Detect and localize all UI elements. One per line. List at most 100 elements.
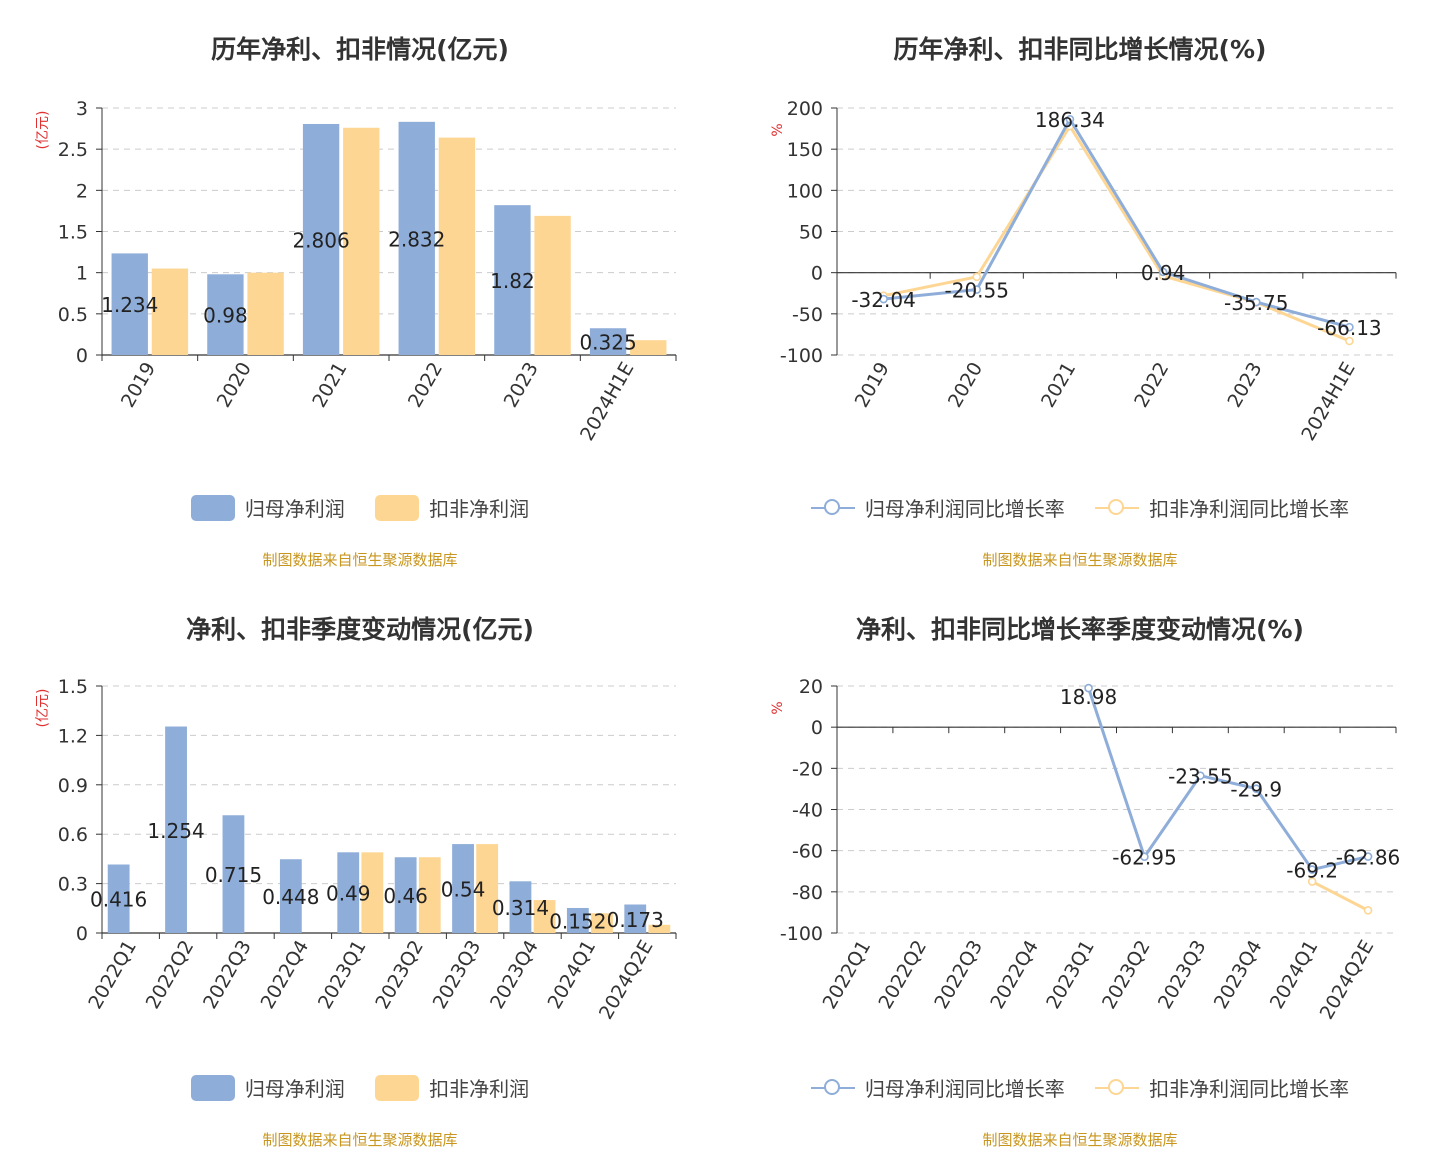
- data-label: 1.234: [101, 293, 158, 317]
- y-tick-label: 1: [76, 263, 88, 285]
- legend: 归母净利润 扣非净利润: [0, 1073, 720, 1102]
- y-tick-label: -40: [792, 800, 823, 822]
- x-tick-label: 2022Q4: [986, 937, 1043, 1013]
- legend-item-deducted-growth[interactable]: 扣非净利润同比增长率: [1095, 1073, 1349, 1102]
- data-label: -23.55: [1168, 765, 1232, 789]
- x-tick-label: 2023Q4: [486, 937, 543, 1013]
- legend-label: 扣非净利润同比增长率: [1149, 497, 1350, 521]
- legend-line-blue: [810, 1075, 855, 1101]
- x-tick-label: 2020: [213, 359, 256, 412]
- bar-net-profit: [302, 123, 340, 356]
- x-tick-label: 2022Q2: [142, 937, 199, 1013]
- y-tick-label: 100: [787, 180, 823, 202]
- bar-deducted-profit: [630, 340, 667, 355]
- point-net-profit-growth: [1084, 683, 1093, 693]
- legend-item-net-profit[interactable]: 归母净利润: [190, 493, 345, 522]
- bar-net-profit: [207, 274, 244, 355]
- x-tick-label: 2020: [944, 359, 987, 412]
- x-tick-label: 2021: [1037, 359, 1080, 412]
- y-tick-label: -100: [780, 923, 823, 945]
- point-net-profit-growth: [1140, 852, 1149, 862]
- y-tick-label: -20: [792, 758, 823, 780]
- legend: 归母净利润同比增长率 扣非净利润同比增长率: [720, 1073, 1440, 1102]
- source-note: 制图数据来自恒生聚源数据库: [982, 551, 1178, 569]
- legend-item-deducted-profit[interactable]: 扣非净利润: [375, 1073, 529, 1102]
- bar-deducted-profit: [418, 857, 441, 933]
- point-net-profit-growth: [879, 294, 888, 304]
- data-label: -29.9: [1230, 778, 1282, 802]
- y-tick-label: 200: [787, 98, 823, 120]
- point-net-profit-growth: [1196, 771, 1205, 780]
- x-tick-label: 2022Q4: [256, 937, 313, 1013]
- y-tick-label: 0.5: [58, 304, 88, 326]
- x-tick-label: 2021: [308, 359, 351, 412]
- data-label: 0.54: [441, 878, 486, 902]
- x-tick-label: 2023Q3: [429, 937, 486, 1013]
- x-tick-label: 2023Q1: [314, 937, 371, 1013]
- chart-panel-quarterly-profit: 净利、扣非季度变动情况(亿元) 0 0.3 0.6 0.9 1.2 1.5 (亿元) 2022…: [0, 580, 720, 1160]
- legend-item-net-profit[interactable]: 归母净利润: [190, 1073, 345, 1102]
- y-tick-label: -80: [792, 882, 823, 904]
- y-axis-unit-label: (亿元): [35, 689, 51, 728]
- bar-net-profit: [222, 815, 245, 933]
- legend-item-deducted-profit[interactable]: 扣非净利润: [375, 493, 529, 522]
- x-tick-label: 2023Q4: [1210, 937, 1267, 1013]
- data-label: -32.04: [851, 288, 915, 312]
- data-label: 0.173: [607, 908, 664, 932]
- point-net-profit-growth: [1363, 852, 1373, 861]
- legend-swatch-orange: [375, 1074, 420, 1101]
- bar-deducted-profit: [361, 852, 384, 933]
- bar-deducted-profit: [343, 127, 380, 355]
- x-tick-label: 2022: [1130, 359, 1173, 412]
- source-note: 制图数据来自恒生聚源数据库: [982, 1131, 1178, 1149]
- y-tick-label: 0: [811, 263, 823, 285]
- bar-deducted-profit: [591, 913, 613, 933]
- source-note: 制图数据来自恒生聚源数据库: [262, 1131, 458, 1149]
- y-tick-label: 20: [799, 676, 823, 698]
- x-tick-label: 2022: [404, 359, 447, 412]
- bar-net-profit: [394, 857, 417, 933]
- bar-deducted-profit: [534, 215, 571, 355]
- point-net-profit-growth: [972, 285, 982, 294]
- data-label: 0.325: [579, 331, 636, 355]
- y-tick-label: 0: [76, 345, 88, 367]
- y-tick-label: 50: [799, 222, 823, 244]
- y-axis-unit-label: (亿元): [35, 111, 51, 150]
- legend-item-deducted-growth[interactable]: 扣非净利润同比增长率: [1095, 493, 1349, 522]
- data-label: -20.55: [945, 279, 1009, 303]
- y-tick-label: -50: [792, 304, 823, 326]
- x-tick-label: 2024Q2E: [1316, 937, 1379, 1024]
- legend-label: 归母净利润: [244, 1077, 345, 1101]
- chart-title: 历年净利、扣非情况(亿元): [211, 35, 509, 64]
- data-label: -62.86: [1336, 846, 1400, 870]
- y-tick-label: 0.6: [58, 824, 88, 846]
- x-tick-label: 2019: [117, 359, 160, 412]
- x-tick-label: 2022Q3: [930, 937, 987, 1013]
- point-deducted-growth: [1363, 906, 1373, 915]
- x-tick-label: 2023: [1223, 359, 1266, 412]
- x-tick-label: 2024Q1: [1266, 937, 1323, 1013]
- data-label: 1.82: [490, 269, 535, 293]
- chart-panel-annual-growth: 历年净利、扣非同比增长情况(%) -100 -50 0 50 100 150 200% 201…: [720, 0, 1440, 580]
- y-axis-unit-label: %: [770, 701, 786, 714]
- legend-line-orange: [1095, 495, 1140, 521]
- data-label: 0.46: [383, 884, 428, 908]
- legend-label: 扣非净利润同比增长率: [1149, 1077, 1350, 1101]
- line-net-profit-growth: [1087, 687, 1369, 872]
- point-deducted-growth: [1345, 336, 1354, 346]
- bar-net-profit: [111, 253, 148, 355]
- legend-item-net-profit-growth[interactable]: 归母净利润同比增长率: [810, 493, 1065, 522]
- x-tick-label: 2022Q3: [199, 937, 256, 1013]
- x-tick-label: 2024Q1: [543, 937, 600, 1013]
- legend-item-net-profit-growth[interactable]: 归母净利润同比增长率: [810, 1073, 1065, 1102]
- point-net-profit-growth: [1251, 297, 1261, 307]
- x-tick-label: 2023Q2: [1098, 937, 1155, 1013]
- data-label: 0.448: [262, 885, 319, 909]
- quarterly-profit-bar-chart: 00.30.60.91.21.5(亿元)2022Q1 2022Q2 2022Q3 20…: [35, 676, 677, 1023]
- y-tick-label: 150: [787, 139, 823, 161]
- bar-deducted-profit: [648, 924, 671, 933]
- legend: 归母净利润同比增长率 扣非净利润同比增长率: [720, 493, 1440, 522]
- y-tick-label: 2: [76, 180, 88, 202]
- chart-panel-annual-profit: 历年净利、扣非情况(亿元) 0 0.5 1 1.5 2 2.5 3 (亿元) 2019 2020 2…: [0, 0, 720, 580]
